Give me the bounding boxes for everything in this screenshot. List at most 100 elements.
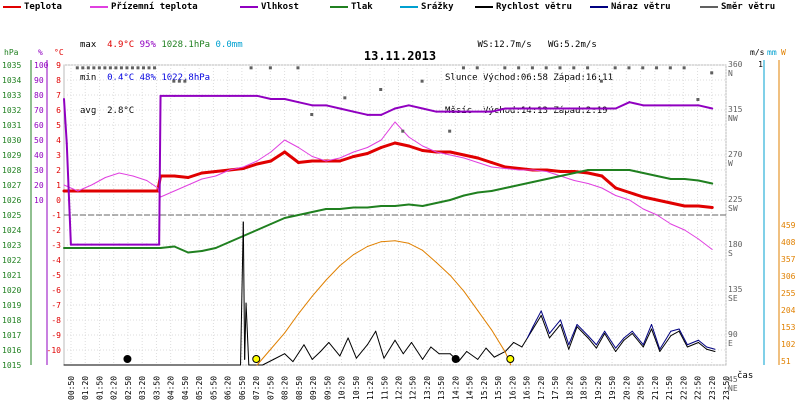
- stats-label: min: [80, 73, 97, 83]
- max-temp: 4.9°C: [107, 40, 135, 50]
- series-segment: [706, 348, 716, 352]
- series-segment: [518, 181, 534, 186]
- temp-tick: 0: [56, 196, 61, 205]
- dir-tick-value: 135: [728, 285, 743, 294]
- min-hum: 48%: [139, 73, 156, 83]
- wind-dir-mark: [103, 66, 107, 70]
- series-segment: [532, 169, 548, 172]
- x-tick-label: 22:50: [694, 376, 703, 400]
- wind-dir-mark: [544, 66, 548, 70]
- x-tick-label: 07:50: [266, 376, 275, 400]
- series-segment: [651, 323, 661, 350]
- temp-tick: -2: [51, 226, 61, 235]
- info-moonset: Západ:2:19: [553, 106, 608, 116]
- series-segment: [513, 341, 523, 348]
- wind-dir-mark: [710, 71, 714, 75]
- x-tick-label: 04:50: [181, 376, 190, 400]
- hpa-tick: 1027: [2, 181, 21, 190]
- wind-dir-mark: [599, 79, 603, 83]
- wind-dir-mark: [81, 66, 85, 70]
- min-press: 1022.8hPa: [161, 73, 211, 83]
- wind-dir-mark: [613, 66, 617, 70]
- dir-tick-label: SE: [728, 294, 738, 303]
- legend-label: Teplota: [24, 2, 62, 12]
- series-segment: [269, 217, 286, 225]
- x-tick-label: 19:20: [594, 376, 603, 400]
- series-segment: [546, 171, 561, 177]
- w-tick: 102: [781, 340, 796, 349]
- prizemni-swatch: [90, 5, 108, 8]
- series-segment: [545, 168, 562, 173]
- series-segment: [214, 168, 231, 173]
- hpa-tick: 1016: [2, 346, 21, 355]
- series-segment: [628, 169, 645, 174]
- series-segment: [595, 330, 606, 346]
- series-segment: [408, 136, 424, 147]
- temp-tick: -1: [51, 211, 61, 220]
- series-segment: [656, 214, 672, 225]
- series-segment: [540, 314, 550, 339]
- pct-tick: 50: [34, 136, 44, 145]
- series-segment: [504, 168, 520, 171]
- series-segment: [421, 202, 438, 207]
- series-segment: [297, 101, 314, 107]
- stats-block: max 4.9°C 95% 1028.1hPa 0.0mm min 0.4°C …: [80, 18, 243, 139]
- series-segment: [325, 157, 341, 162]
- wind-dir-mark: [172, 79, 176, 83]
- series-segment: [394, 203, 410, 207]
- pct-axis-title: %: [38, 48, 43, 57]
- wind-dir-mark: [558, 66, 562, 70]
- series-segment: [296, 159, 314, 164]
- x-tick-label: 18:50: [580, 376, 589, 400]
- max-hum: 95%: [139, 40, 156, 50]
- hpa-tick: 1028: [2, 166, 21, 175]
- series-segment: [407, 104, 424, 110]
- wind-dir-mark: [136, 66, 140, 70]
- series-segment: [540, 310, 550, 334]
- series-segment: [656, 175, 672, 180]
- series-segment: [457, 350, 468, 363]
- dir-tick-value: 180: [728, 240, 743, 249]
- x-tick-label: 06:20: [224, 376, 233, 400]
- series-segment: [311, 156, 327, 162]
- dir-tick-value: 315: [728, 105, 743, 114]
- dir-tick-label: S: [728, 249, 733, 258]
- series-segment: [573, 180, 589, 184]
- series-segment: [576, 323, 589, 337]
- x-tick-label: 05:20: [195, 376, 204, 400]
- moonrise-marker: [451, 355, 460, 363]
- series-segment: [228, 235, 245, 243]
- series-segment: [601, 187, 617, 196]
- series-segment: [641, 195, 659, 202]
- series-segment: [380, 240, 396, 243]
- x-tick-label: 20:20: [622, 376, 631, 400]
- series-segment: [63, 98, 68, 145]
- series-segment: [325, 104, 341, 110]
- dir-tick-value: 45: [728, 375, 738, 384]
- series-segment: [242, 160, 258, 168]
- ms-axis-title: m/s: [750, 48, 765, 57]
- series-segment: [526, 326, 534, 339]
- series-segment: [573, 169, 590, 174]
- series-segment: [560, 323, 570, 350]
- x-tick-label: 23:50: [722, 376, 731, 400]
- series-segment: [684, 229, 699, 240]
- temp-tick: 3: [56, 151, 61, 160]
- x-axis-label: čas: [737, 370, 753, 381]
- info-wg: WG:5.2m/s: [547, 40, 597, 50]
- temp-tick: -4: [51, 256, 61, 265]
- wind-dir-mark: [75, 66, 79, 70]
- x-tick-label: 02:20: [110, 376, 119, 400]
- series-segment: [560, 175, 575, 181]
- series-segment: [394, 104, 410, 110]
- x-tick-label: 10:20: [338, 376, 347, 400]
- smer-swatch: [700, 5, 718, 8]
- series-segment: [338, 206, 355, 210]
- avg-temp: 2.8°C: [107, 106, 135, 116]
- pct-tick: 60: [34, 121, 44, 130]
- series-segment: [615, 337, 625, 349]
- x-tick-label: 16:50: [523, 376, 532, 400]
- legend-teplota: Teplota: [3, 2, 62, 12]
- series-segment: [548, 323, 561, 339]
- x-tick-label: 11:20: [366, 376, 375, 400]
